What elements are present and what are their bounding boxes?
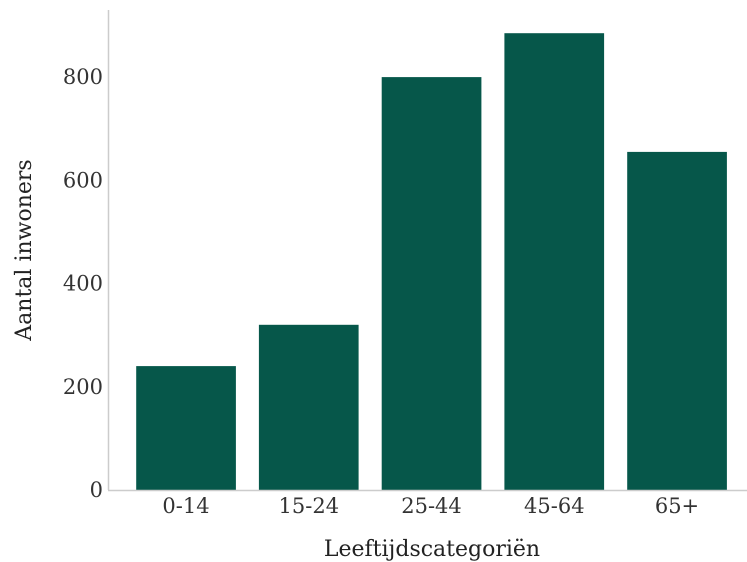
y-tick-label: 600 xyxy=(63,168,103,192)
y-tick-label: 0 xyxy=(90,478,103,502)
x-axis-label: Leeftijdscategoriën xyxy=(324,537,540,562)
y-axis-label: Aantal inwoners xyxy=(12,159,37,341)
bar-15-24 xyxy=(258,324,359,490)
y-tick-label: 200 xyxy=(63,375,103,399)
x-tick-label: 65+ xyxy=(655,494,699,518)
bar-0-14 xyxy=(136,366,236,490)
x-tick-labels: 0-14 15-24 25-44 45-64 65+ xyxy=(162,494,699,518)
bar-65+ xyxy=(627,151,727,490)
y-tick-label: 800 xyxy=(63,65,103,89)
y-tick-labels: 0 200 400 600 800 xyxy=(63,65,103,502)
x-tick-label: 45-64 xyxy=(524,494,585,518)
x-tick-label: 0-14 xyxy=(162,494,209,518)
x-tick-label: 15-24 xyxy=(279,494,340,518)
bars-group xyxy=(136,33,727,490)
bar-25-44 xyxy=(381,77,482,490)
bar-45-64 xyxy=(504,33,605,490)
y-tick-label: 400 xyxy=(63,272,103,296)
x-tick-label: 25-44 xyxy=(401,494,462,518)
